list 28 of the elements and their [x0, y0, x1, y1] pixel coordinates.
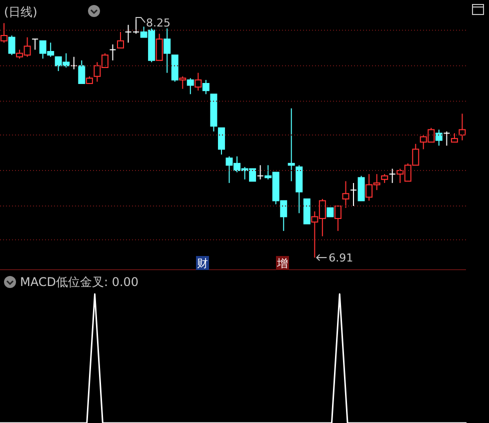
annotation: 8.25	[146, 16, 171, 30]
candlestick	[8, 35, 16, 56]
candlestick	[202, 79, 210, 95]
candlestick	[186, 78, 194, 95]
candlestick	[218, 127, 225, 156]
candlestick	[109, 44, 116, 61]
chart-title: (日线)	[4, 4, 38, 21]
annotation: 财	[196, 256, 209, 271]
candlestick	[334, 206, 342, 232]
candlestick	[288, 108, 295, 182]
candlestick	[435, 129, 442, 146]
candlestick	[443, 130, 450, 146]
annotation: 增	[276, 256, 289, 271]
chart-title: MACD低位金叉: 0.00	[20, 274, 139, 291]
candlestick	[117, 31, 124, 48]
candlestick	[194, 72, 202, 92]
candlestick	[350, 182, 357, 207]
candlestick	[164, 28, 171, 74]
candlestick	[78, 60, 86, 84]
candlestick	[342, 180, 350, 208]
candlestick	[388, 168, 396, 184]
candlestick	[256, 164, 264, 180]
candlestick	[358, 175, 365, 202]
candlestick	[458, 113, 466, 141]
candlestick	[32, 38, 39, 50]
candlestick	[179, 76, 186, 90]
candlestick	[156, 33, 163, 61]
annotation: 6.91	[328, 252, 354, 265]
